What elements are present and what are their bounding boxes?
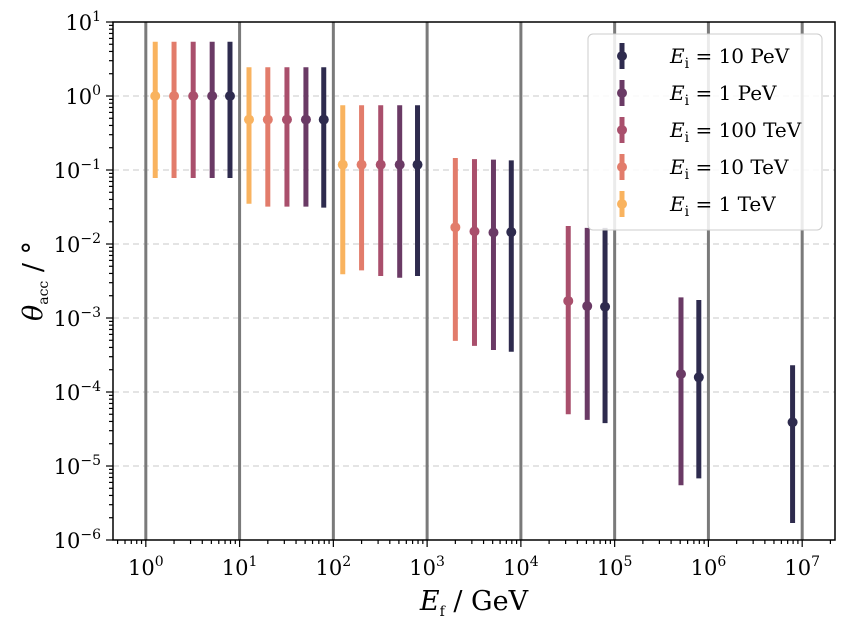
y-tick-label: 10−4	[54, 379, 101, 405]
legend-swatch-marker	[617, 199, 627, 209]
legend-label: Ei = 1 PeV	[669, 81, 777, 109]
data-point	[224, 91, 235, 101]
x-tick-label: 104	[503, 554, 539, 580]
x-tick-label: 100	[128, 554, 164, 580]
axis-ticks	[106, 21, 832, 547]
data-point	[169, 91, 180, 101]
data-point	[318, 114, 329, 125]
data-point	[469, 226, 480, 237]
data-point	[675, 369, 686, 380]
data-point	[394, 159, 405, 170]
y-tick-label: 10−6	[54, 527, 101, 553]
series-2	[188, 41, 574, 415]
x-tick-label: 107	[784, 554, 820, 580]
legend-swatch-marker	[617, 51, 627, 61]
x-tick-labels: 100 101 102 103 104 105 106 107	[128, 554, 820, 580]
data-point	[582, 301, 593, 312]
data-point	[488, 227, 499, 238]
vertical-reference-lines	[144, 22, 804, 540]
data-point	[787, 417, 798, 428]
legend-label: Ei = 1 TeV	[669, 192, 776, 220]
legend-entry: Ei = 10 PeV	[617, 43, 790, 72]
data-point	[375, 159, 386, 170]
x-axis-label: Ef / GeV	[419, 586, 529, 620]
series-0	[224, 41, 798, 523]
y-tick-label: 10−2	[54, 231, 101, 257]
legend-entry: Ei = 1 TeV	[617, 191, 776, 220]
y-tick-label: 100	[65, 83, 101, 109]
legend-swatch-marker	[617, 162, 627, 172]
legend-box	[587, 33, 823, 231]
x-tick-label: 102	[316, 554, 352, 580]
y-tick-label: 10−5	[54, 453, 101, 479]
y-tick-label: 10−1	[54, 157, 101, 183]
data-point	[188, 91, 199, 101]
y-axis-label: θacc / °	[18, 241, 52, 321]
series-4	[150, 41, 348, 275]
data-point	[281, 114, 292, 125]
data-point	[356, 159, 367, 170]
legend: Ei = 10 PeV Ei = 1 PeV Ei = 100 TeV Ei = 10…	[587, 33, 823, 231]
x-tick-label: 103	[409, 554, 445, 580]
series-3	[169, 41, 461, 341]
legend-label: Ei = 100 TeV	[669, 118, 802, 146]
x-tick-label: 106	[691, 554, 727, 580]
data-point	[337, 159, 348, 170]
y-tick-label: 10−3	[54, 305, 101, 331]
x-tick-label: 105	[597, 554, 633, 580]
y-tick-labels: 10−6 10−5 10−4 10−3 10−2 10−1 100 101	[54, 9, 101, 553]
data-point	[506, 227, 517, 238]
data-point	[262, 114, 273, 125]
legend-swatch-marker	[617, 125, 627, 135]
plot-frame	[112, 21, 836, 541]
data-point	[563, 295, 574, 306]
error-bar-series	[150, 41, 798, 523]
data-point	[450, 222, 461, 233]
x-tick-label: 101	[222, 554, 258, 580]
data-point	[600, 301, 611, 312]
data-point	[693, 372, 704, 383]
data-point	[300, 114, 311, 125]
legend-swatch-marker	[617, 88, 627, 98]
series-1	[207, 41, 686, 486]
data-point	[412, 159, 423, 170]
legend-entry: Ei = 100 TeV	[617, 117, 802, 146]
legend-entry: Ei = 10 TeV	[617, 154, 789, 183]
y-tick-label: 101	[65, 9, 101, 35]
data-point	[207, 91, 218, 101]
data-point	[243, 114, 254, 125]
legend-label: Ei = 10 TeV	[669, 155, 789, 183]
legend-label: Ei = 10 PeV	[669, 44, 790, 72]
legend-entry: Ei = 1 PeV	[617, 80, 777, 109]
data-point	[150, 91, 161, 101]
